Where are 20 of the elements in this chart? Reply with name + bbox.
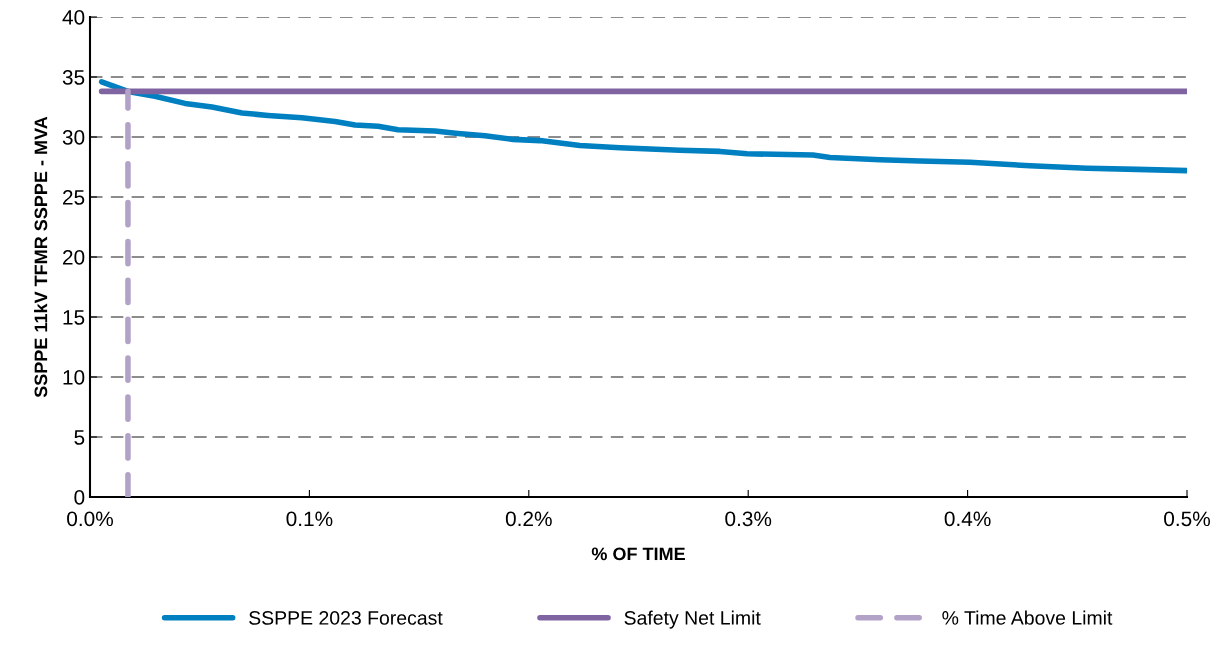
y-tick-label: 10 [63,370,85,385]
y-tick-label: 30 [62,130,85,145]
y-tick-label: 35 [62,70,85,85]
x-tick-label: 0.3% [725,511,772,527]
x-tick-label: 0.0% [67,511,113,527]
x-tick-label: 0.5% [1164,511,1210,527]
x-tick-label: 0.4% [944,511,991,527]
y-tick-label: 5 [74,430,85,445]
x-tick-label: 0.1% [286,511,333,527]
y-tick-label: 40 [62,10,85,25]
y-tick-label: 25 [63,190,85,205]
y-tick-label: 15 [63,310,85,325]
legend-label: SSPPE 2023 Forecast [249,611,443,625]
x-tick-label: 0.2% [505,511,552,527]
y-tick-label: 0 [74,490,85,505]
x-axis-title: % OF TIME [591,547,685,561]
legend-label: % Time Above Limit [942,610,1113,625]
legend-label: Safety Net Limit [624,610,761,629]
y-axis-title: SSPPE 11kV TFMR SSPPE - MVA [34,116,48,398]
y-tick-label: 20 [63,250,85,265]
